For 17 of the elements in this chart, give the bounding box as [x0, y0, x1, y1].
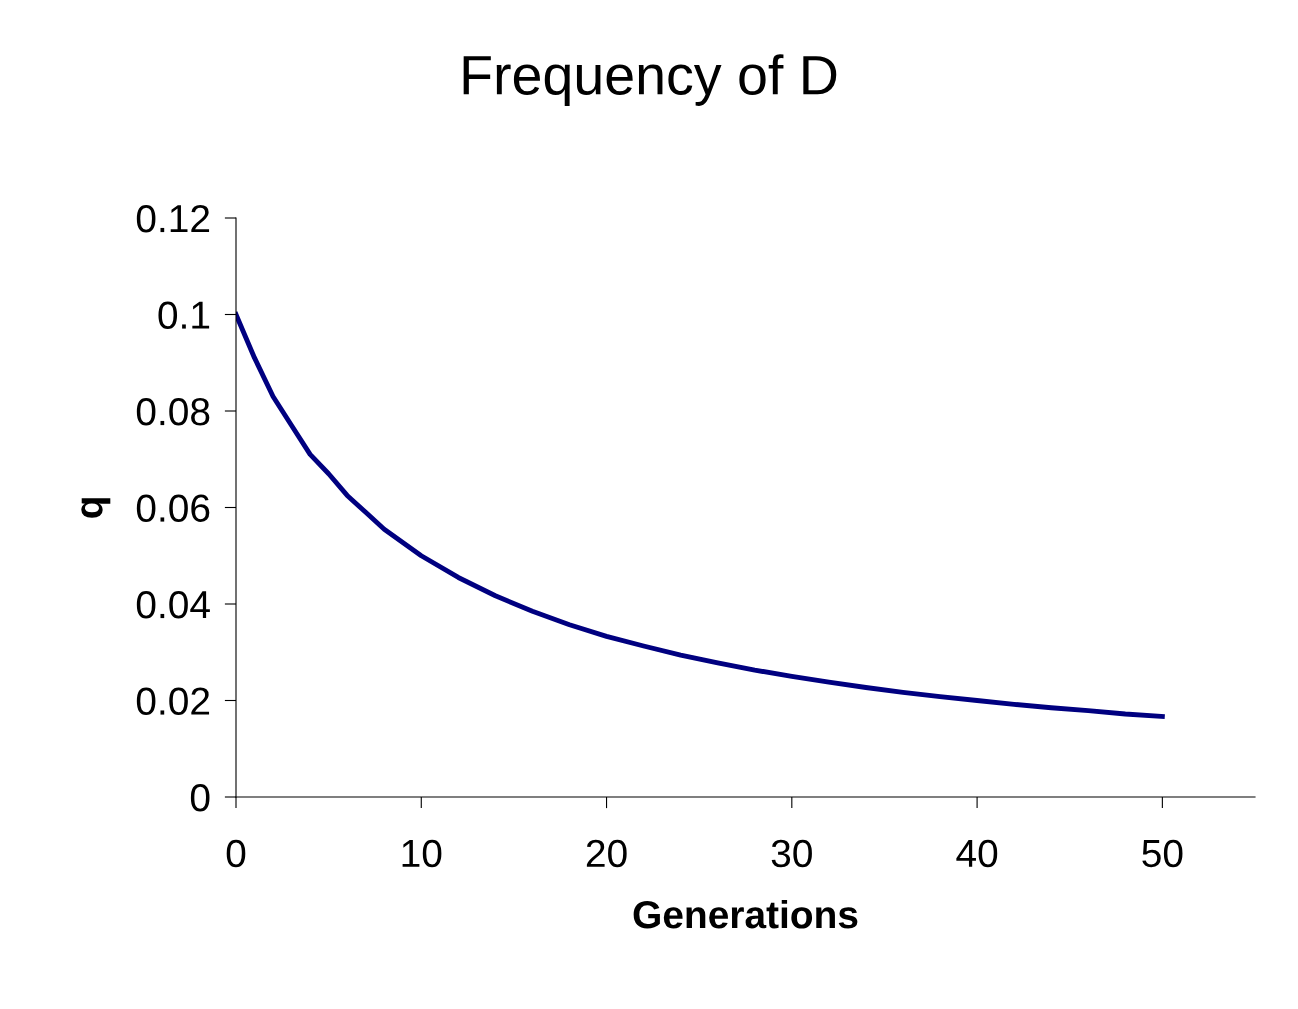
y-tick-label: 0.02	[136, 687, 210, 715]
x-tick-label: 50	[1142, 839, 1183, 868]
x-tick-label: 10	[402, 839, 442, 868]
line-series	[236, 312, 1165, 719]
x-tick-label: 20	[586, 839, 627, 868]
chart-title: Frequency of D	[463, 54, 837, 106]
x-tick-label: 30	[771, 839, 812, 868]
y-axis-title: q	[81, 498, 111, 518]
x-tick-label: 0	[226, 839, 246, 868]
y-tick-label: 0.1	[158, 301, 210, 329]
y-tick-label: 0.12	[136, 204, 210, 233]
x-axis-title: Generations	[633, 899, 858, 929]
y-tick-label: 0	[190, 783, 210, 812]
y-tick-label: 0.04	[136, 590, 210, 619]
x-tick-label: 40	[956, 839, 998, 868]
y-tick-label: 0.06	[136, 494, 210, 522]
y-tick-label: 0.08	[136, 397, 210, 426]
